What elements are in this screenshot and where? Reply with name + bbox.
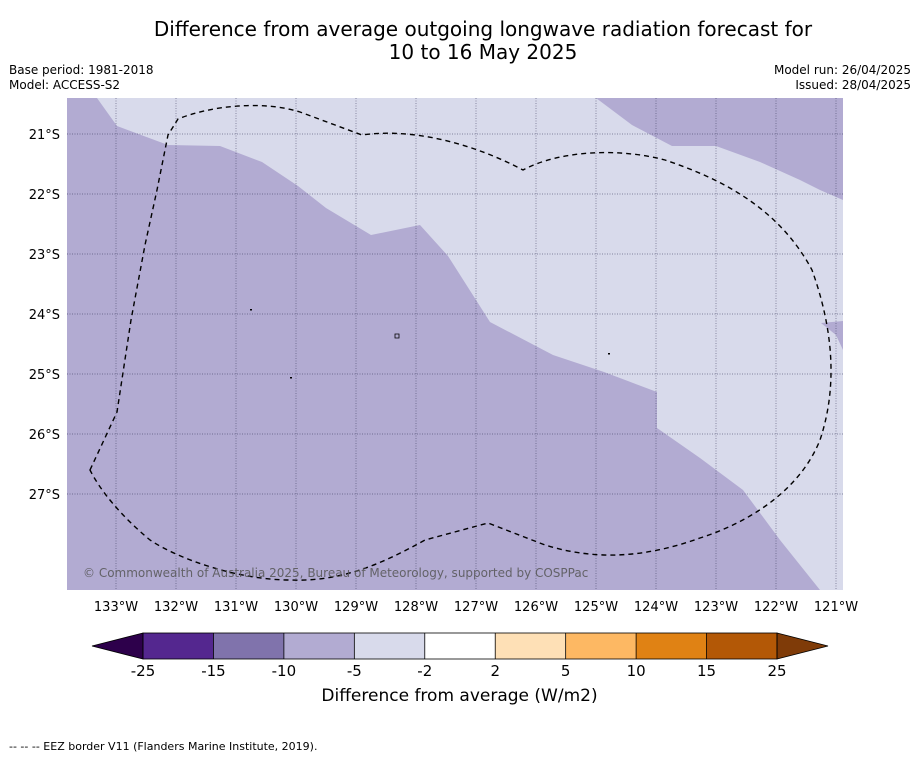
colorbar-tick-label: -25	[131, 662, 156, 680]
colorbar-under-arrow	[91, 632, 144, 660]
colorbar-segment	[354, 633, 426, 659]
colorbar-ticks: -25 -15 -10 -5 -2 2 5 10 15 25	[131, 633, 787, 680]
island-mark	[290, 377, 292, 379]
map-title: Difference from average outgoing longwav…	[0, 18, 919, 64]
lon-label: 124°W	[634, 600, 678, 615]
title-line-1: Difference from average outgoing longwav…	[153, 17, 813, 41]
lon-label: 122°W	[754, 600, 798, 615]
lat-label: 24°S	[29, 308, 60, 323]
lon-label: 129°W	[334, 600, 378, 615]
lon-label: 133°W	[94, 600, 138, 615]
lon-label: 128°W	[394, 600, 438, 615]
lat-label: 23°S	[29, 248, 60, 263]
colorbar: -25 -15 -10 -5 -2 2 5 10 15 25	[91, 632, 829, 680]
colorbar-over-arrow	[776, 632, 829, 660]
island-mark	[250, 309, 252, 311]
lat-label: 21°S	[29, 128, 60, 143]
island-mark	[394, 333, 400, 339]
issued-date: Issued: 28/04/2025	[795, 78, 911, 92]
colorbar-segment	[424, 633, 496, 659]
colorbar-label: Difference from average (W/m2)	[321, 686, 598, 706]
title-line-2: 10 to 16 May 2025	[388, 40, 578, 64]
footer-note: -- -- -- EEZ border V11 (Flanders Marine…	[9, 740, 318, 753]
lon-label: 125°W	[574, 600, 618, 615]
colorbar-segment	[636, 633, 708, 659]
anomaly-region-northeast	[596, 98, 843, 200]
colorbar-tick-label: 2	[490, 662, 500, 680]
colorbar-tick-label: -15	[201, 662, 226, 680]
colorbar-segment	[283, 633, 355, 659]
colorbar-segment	[706, 633, 778, 659]
colorbar-segments	[143, 633, 778, 659]
colorbar-segment	[213, 633, 285, 659]
colorbar-segment	[495, 633, 567, 659]
lon-label: 121°W	[814, 600, 858, 615]
colorbar-tick-label: 5	[561, 662, 571, 680]
lon-label: 131°W	[214, 600, 258, 615]
colorbar-tick-label: 15	[697, 662, 716, 680]
lon-label: 132°W	[154, 600, 198, 615]
grid-lines	[67, 98, 843, 590]
lon-label: 127°W	[454, 600, 498, 615]
model-run: Model run: 26/04/2025	[773, 63, 911, 77]
model-name: Model: ACCESS-S2	[9, 78, 121, 92]
base-period: Base period: 1981-2018	[9, 63, 154, 77]
copyright-text: © Commonwealth of Australia 2025, Bureau…	[83, 566, 588, 580]
lon-label: 126°W	[514, 600, 558, 615]
lat-label: 26°S	[29, 428, 60, 443]
lat-label: 27°S	[29, 488, 60, 503]
colorbar-tick-label: 10	[627, 662, 646, 680]
anomaly-region-southwest	[67, 98, 820, 590]
lat-label: 22°S	[29, 188, 60, 203]
island-mark	[608, 353, 610, 355]
colorbar-tick-label: -10	[272, 662, 297, 680]
lon-label: 130°W	[274, 600, 318, 615]
lat-label: 25°S	[29, 368, 60, 383]
anomaly-patch-east	[821, 321, 843, 350]
meta-left: Base period: 1981-2018 Model: ACCESS-S2	[9, 63, 154, 93]
colorbar-tick-label: -2	[417, 662, 432, 680]
colorbar-segment	[565, 633, 637, 659]
colorbar-tick-label: 25	[767, 662, 786, 680]
meta-right: Model run: 26/04/2025 Issued: 28/04/2025	[774, 63, 911, 93]
lon-label: 123°W	[694, 600, 738, 615]
colorbar-segment	[143, 633, 214, 659]
colorbar-tick-label: -5	[347, 662, 362, 680]
